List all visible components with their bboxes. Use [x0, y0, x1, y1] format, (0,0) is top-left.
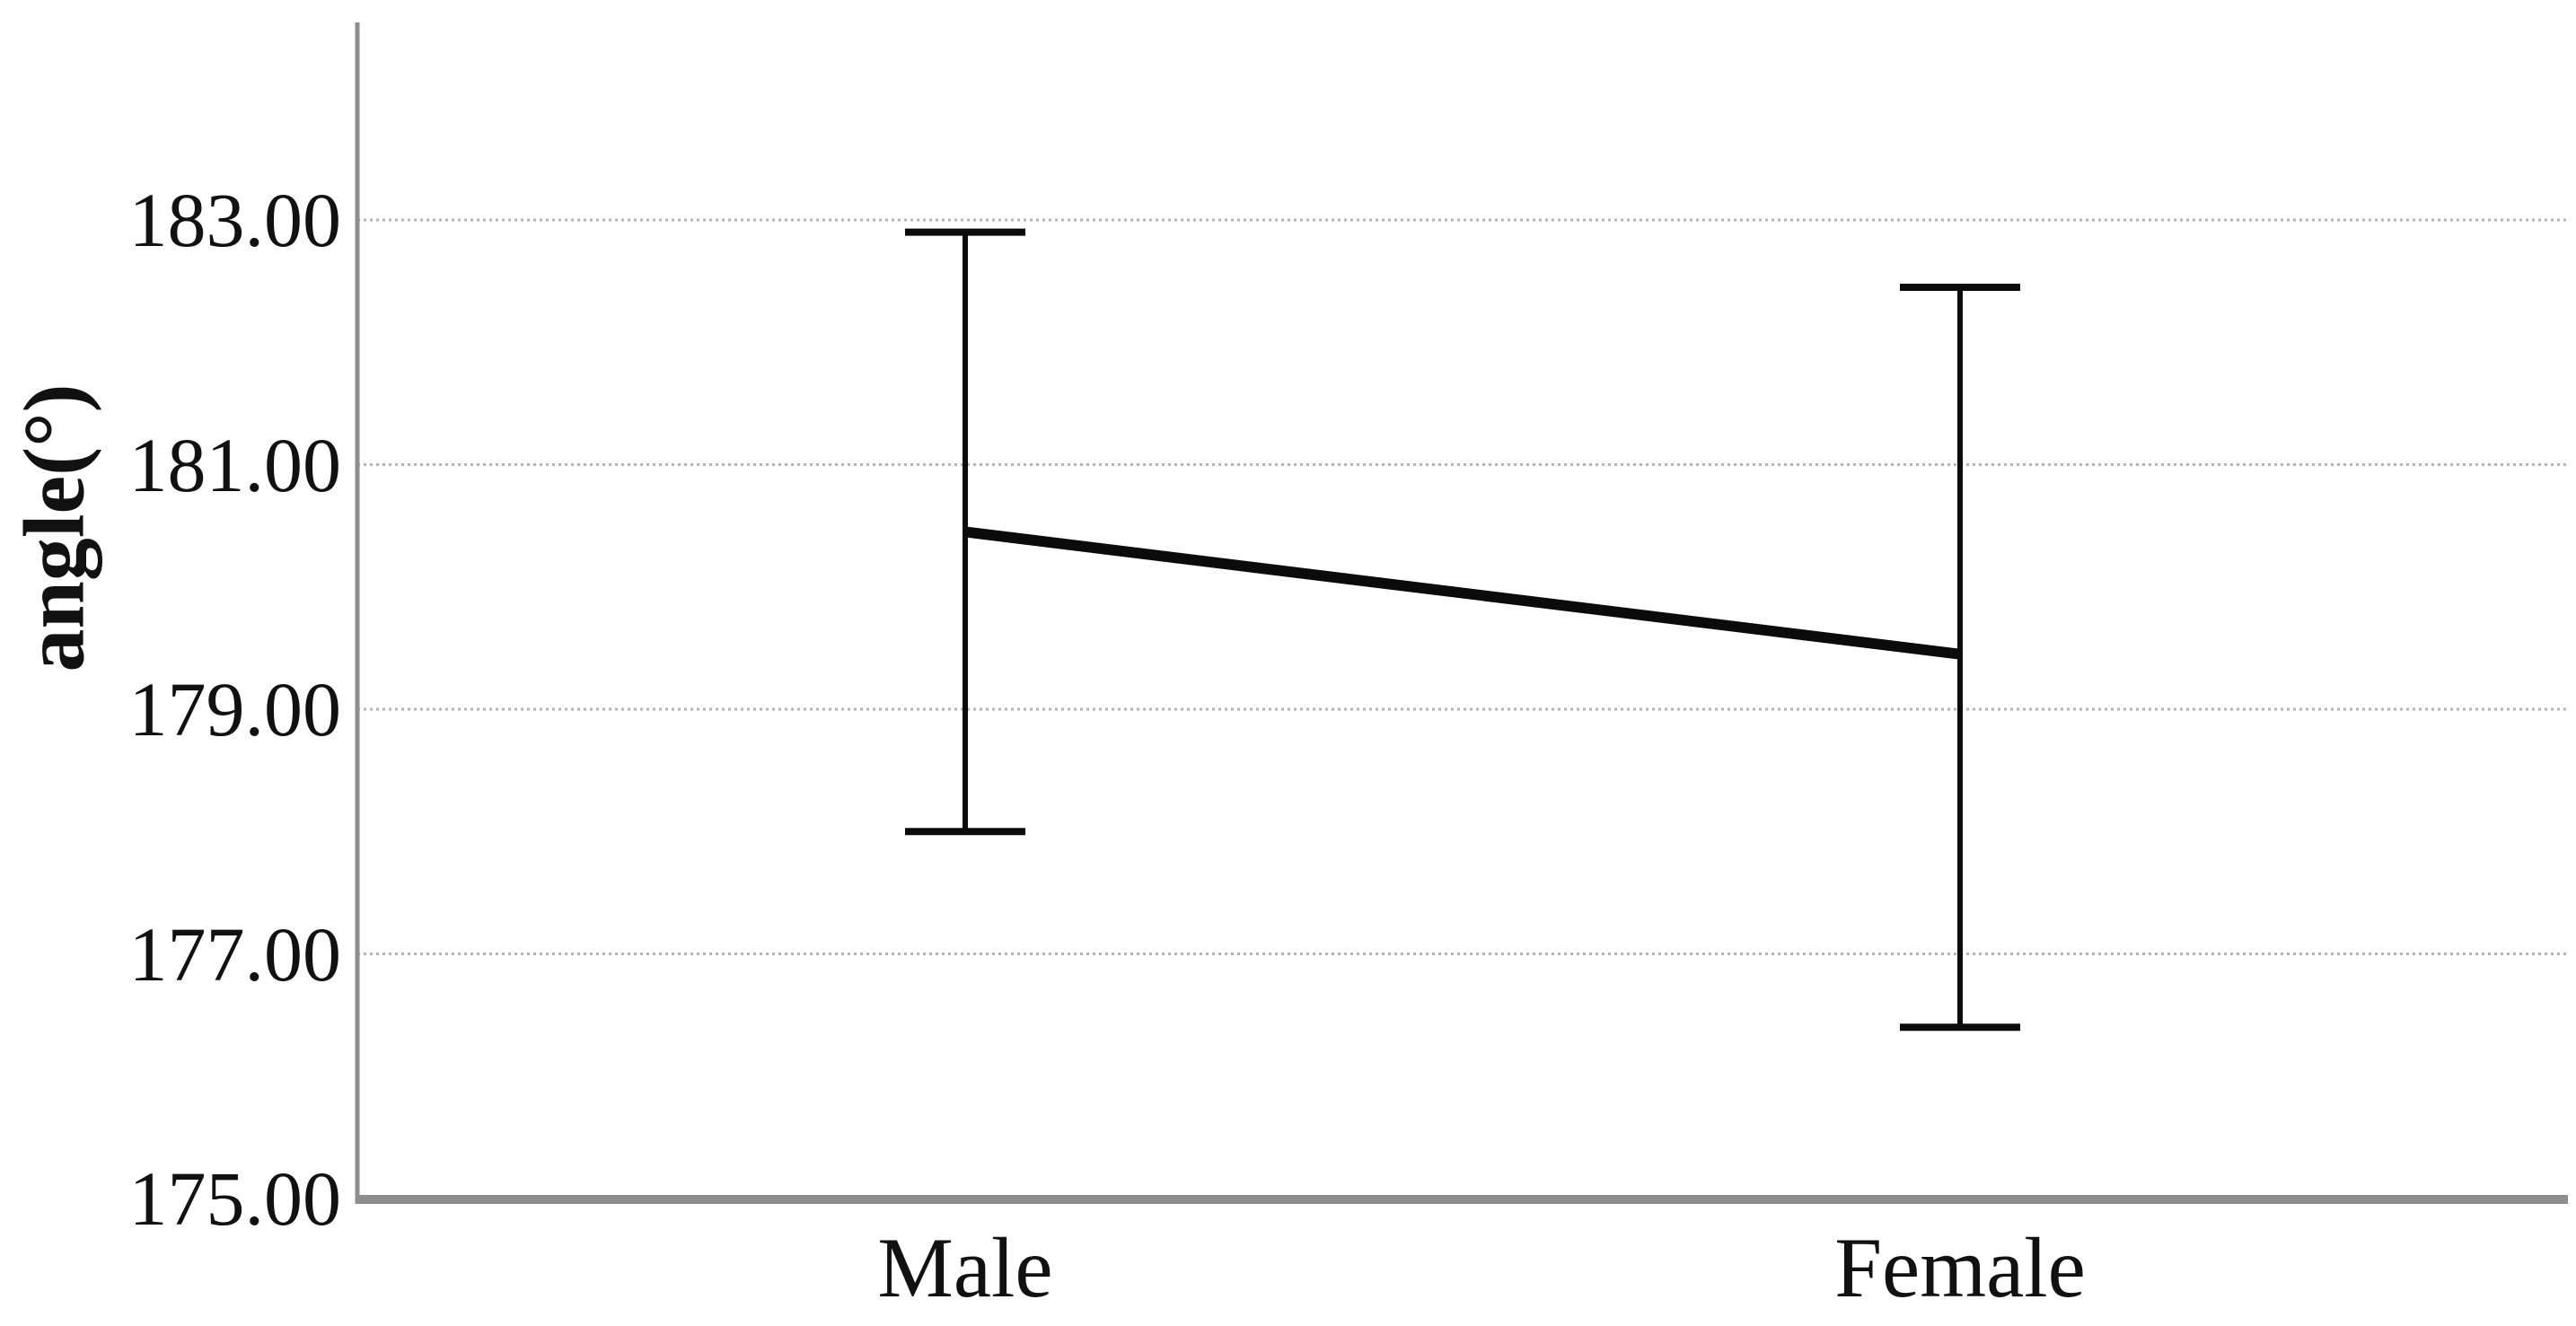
x-category-label-male: Male	[877, 1220, 1053, 1315]
y-tick-label: 179.00	[128, 666, 342, 752]
y-tick-label: 175.00	[128, 1155, 342, 1242]
y-tick-label: 177.00	[128, 911, 342, 997]
y-tick-label: 181.00	[128, 422, 342, 508]
x-category-label-female: Female	[1834, 1220, 2086, 1315]
mean-line	[964, 526, 1961, 660]
y-tick-label: 183.00	[128, 177, 342, 263]
